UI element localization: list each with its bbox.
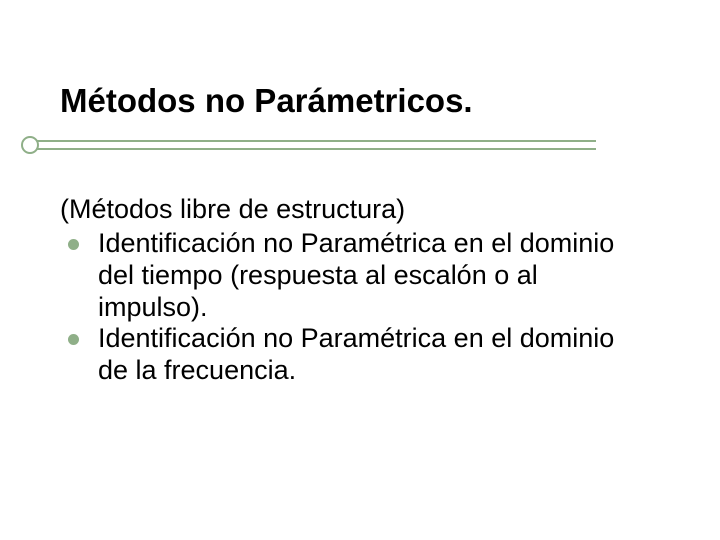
divider-line-top	[26, 140, 596, 142]
slide-body: (Métodos libre de estructura) Identifica…	[60, 194, 625, 387]
title-divider	[26, 140, 596, 150]
bullet-text: Identificación no Paramétrica en el domi…	[98, 228, 625, 324]
divider-line-bottom	[26, 148, 596, 150]
divider-dot-icon	[21, 136, 39, 154]
list-item: Identificación no Paramétrica en el domi…	[60, 323, 625, 387]
slide: Métodos no Parámetricos. (Métodos libre …	[0, 0, 720, 540]
list-item: Identificación no Paramétrica en el domi…	[60, 228, 625, 324]
bullet-text: Identificación no Paramétrica en el domi…	[98, 323, 625, 387]
bullet-icon	[68, 334, 79, 345]
slide-title: Métodos no Parámetricos.	[60, 82, 473, 120]
subtitle: (Métodos libre de estructura)	[60, 194, 625, 226]
bullet-icon	[68, 239, 79, 250]
